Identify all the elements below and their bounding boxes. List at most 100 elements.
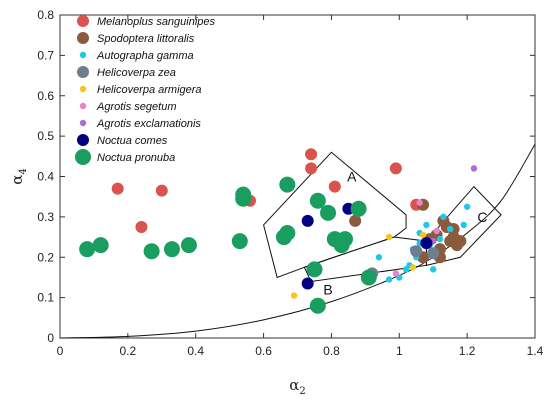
data-point	[410, 245, 423, 258]
x-tick-label: 1.2	[459, 344, 476, 358]
region-label-b: B	[323, 282, 332, 298]
legend-marker	[75, 149, 91, 165]
data-point	[309, 192, 326, 209]
legend-marker	[79, 85, 87, 93]
x-tick-label: 1.4	[527, 344, 544, 358]
y-axis-label: α4	[8, 168, 29, 185]
data-point	[301, 214, 314, 227]
data-point	[180, 237, 197, 254]
data-point	[92, 237, 109, 254]
legend-label: Melanoplus sanguinipes	[97, 16, 216, 28]
y-tick-label: 0.3	[37, 210, 54, 224]
axes: 0 0.2 0.4 0.6 0.8 1 1.2 1.4 0 0.1 0.2 0.3 0.4 0.5 0.6 0…	[8, 8, 544, 397]
data-point	[440, 213, 447, 221]
boundary-curve-layer	[59, 143, 536, 339]
data-point	[444, 235, 457, 248]
data-point	[279, 176, 296, 193]
legend-marker	[79, 119, 87, 127]
data-point	[79, 241, 96, 258]
legend: Melanoplus sanguinipes Spodoptera littora…	[75, 15, 216, 165]
series-melanoplus-sanguinipes	[111, 148, 423, 233]
x-tick-label: 0.2	[120, 344, 137, 358]
data-point	[430, 266, 437, 273]
legend-marker	[79, 51, 87, 59]
data-point	[460, 221, 467, 229]
data-point	[305, 148, 318, 161]
data-point	[385, 233, 393, 241]
y-tick-label: 0.6	[37, 89, 54, 103]
plot-frame	[59, 14, 536, 339]
legend-marker	[79, 102, 87, 110]
region-label-a: A	[347, 169, 357, 185]
legend-marker	[77, 134, 89, 146]
y-tick-label: 0.4	[37, 170, 54, 184]
data-point	[409, 264, 417, 271]
legend-label: Agrotis segetum	[96, 101, 176, 113]
data-point	[155, 184, 168, 197]
legend-label: Noctua comes	[97, 135, 168, 147]
data-point	[436, 235, 444, 243]
x-axis-label: α2	[289, 376, 306, 397]
series-noctua-pronuba	[79, 176, 377, 314]
data-point	[275, 229, 292, 246]
region-labels-layer: A B C	[323, 169, 487, 298]
legend-label: Helicoverpa armigera	[97, 84, 202, 96]
points-layer	[79, 148, 478, 314]
data-point	[235, 190, 252, 207]
x-tick-label: 0.8	[323, 344, 340, 358]
legend-label: Spodoptera littoralis	[97, 33, 195, 45]
x-tick-label: 0.4	[187, 344, 204, 358]
legend-marker	[77, 32, 89, 44]
data-point	[419, 231, 427, 239]
data-point	[163, 241, 180, 258]
data-point	[350, 200, 367, 217]
data-point	[420, 237, 433, 250]
y-tick-label: 0.1	[37, 291, 54, 305]
data-point	[389, 162, 402, 175]
data-point	[333, 237, 350, 254]
legend-label: Autographa gamma	[96, 50, 194, 62]
data-point	[349, 214, 362, 227]
regions-layer	[263, 151, 502, 283]
data-point	[463, 203, 471, 210]
y-tick-label: 0	[47, 331, 54, 345]
data-point	[111, 182, 124, 195]
series-helicoverpa-armigera	[290, 231, 427, 299]
data-point	[470, 165, 478, 172]
data-point	[385, 276, 393, 283]
data-point	[427, 247, 440, 260]
x-tick-label: 0	[57, 344, 64, 358]
legend-label: Noctua pronuba	[97, 152, 175, 164]
y-tick-label: 0.8	[37, 8, 54, 22]
data-point	[416, 199, 423, 206]
data-point	[328, 180, 341, 193]
data-point	[305, 162, 318, 175]
x-tick-label: 1	[396, 344, 403, 358]
legend-label: Agrotis exclamationis	[96, 118, 201, 130]
data-point	[320, 204, 337, 221]
x-tick-label: 0.6	[255, 344, 272, 358]
data-point	[290, 292, 298, 299]
data-point	[433, 227, 440, 235]
data-point	[143, 243, 160, 260]
data-point	[423, 221, 430, 229]
data-point	[301, 277, 314, 290]
series-noctua-comes	[301, 202, 433, 290]
legend-marker	[77, 15, 89, 27]
data-point	[231, 233, 248, 250]
y-tick-label: 0.2	[37, 250, 54, 264]
data-point	[454, 235, 467, 248]
y-tick-label: 0.7	[37, 48, 54, 62]
legend-label: Helicoverpa zea	[97, 67, 176, 79]
data-point	[375, 254, 383, 261]
legend-marker	[77, 66, 89, 78]
y-tick-label: 0.5	[37, 129, 54, 143]
data-point	[135, 220, 148, 233]
data-point	[392, 270, 400, 277]
boundary-curve	[59, 143, 536, 339]
data-point	[446, 225, 454, 233]
data-point	[360, 269, 377, 286]
data-point	[306, 261, 323, 278]
region-label-c: C	[477, 209, 487, 225]
